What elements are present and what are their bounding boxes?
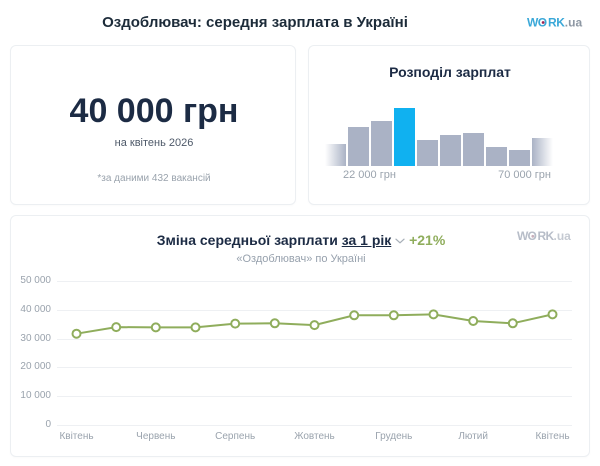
svg-text:.ua: .ua <box>554 230 572 243</box>
svg-text:.ua: .ua <box>565 16 583 29</box>
